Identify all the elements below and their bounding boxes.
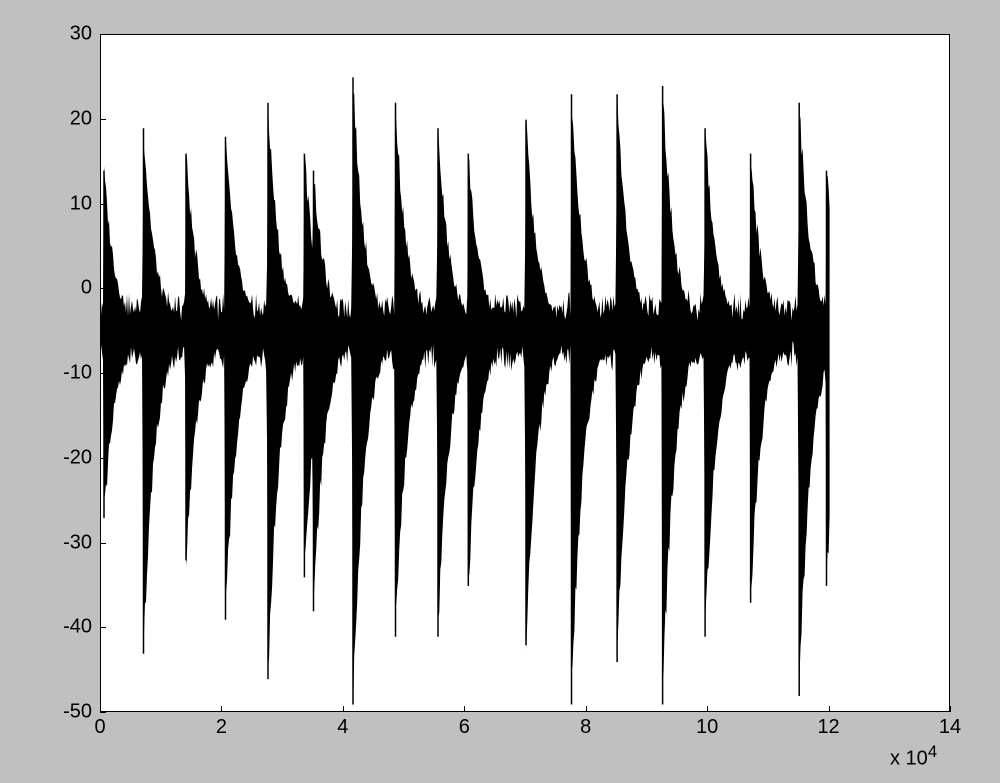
y-tick-mark [100,204,106,205]
y-tick-label: -30 [63,531,92,554]
waveform-envelope [101,93,830,710]
y-tick-label: -50 [63,701,92,724]
x-tick-label: 4 [337,716,348,739]
x-exponent-sup: 4 [928,742,937,761]
y-tick-mark [100,373,106,374]
y-tick-mark [100,288,106,289]
y-tick-label: 10 [70,192,92,215]
x-tick-label: 0 [94,716,105,739]
y-tick-label: -10 [63,362,92,385]
y-tick-label: 20 [70,107,92,130]
x-tick-mark [464,706,465,712]
y-tick-mark [100,627,106,628]
x-tick-mark [586,706,587,712]
x-tick-mark [221,706,222,712]
x-tick-label: 10 [696,716,718,739]
y-tick-label: -20 [63,446,92,469]
y-tick-label: 0 [81,277,92,300]
y-tick-label: -40 [63,616,92,639]
x-tick-mark [343,706,344,712]
y-tick-mark [100,712,106,713]
x-tick-label: 14 [939,716,961,739]
y-tick-mark [100,458,106,459]
waveform-plot [101,35,951,713]
y-tick-mark [100,34,106,35]
y-tick-label: 30 [70,23,92,46]
x-tick-label: 6 [459,716,470,739]
x-tick-label: 2 [216,716,227,739]
x-tick-label: 8 [580,716,591,739]
y-tick-mark [100,543,106,544]
figure-background: 02468101214 -50-40-30-20-100102030 x 104 [0,0,1000,783]
axes [100,34,950,712]
x-exponent-prefix: x 10 [890,748,928,770]
y-tick-mark [100,119,106,120]
x-tick-mark [707,706,708,712]
x-tick-mark [829,706,830,712]
x-tick-mark [950,706,951,712]
x-axis-exponent-label: x 104 [890,742,937,771]
x-tick-label: 12 [817,716,839,739]
